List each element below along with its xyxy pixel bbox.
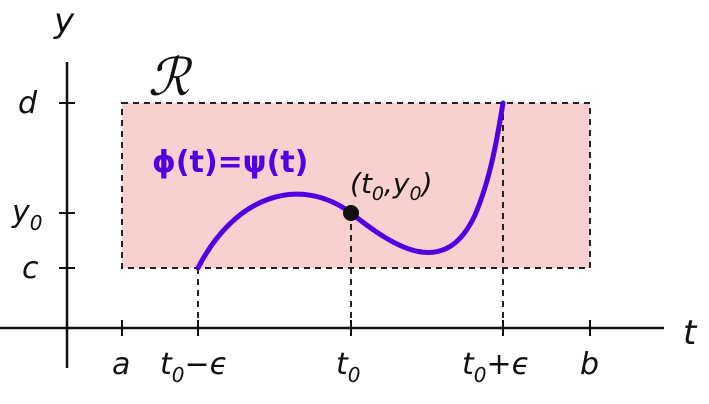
x-tick-label-a: a xyxy=(112,347,130,382)
point-label: (t0,y0) xyxy=(350,167,433,205)
y-tick-label-c: c xyxy=(22,251,39,286)
initial-point xyxy=(343,205,359,221)
x-tick-label-t0-minus-eps: t0−ϵ xyxy=(160,347,228,387)
y-axis-label: y xyxy=(53,1,75,41)
y-tick-label-y0: y0 xyxy=(11,195,43,235)
x-axis-label: t xyxy=(683,313,698,353)
x-tick-label-t0-plus-eps: t0+ϵ xyxy=(462,347,530,387)
region-rectangle xyxy=(121,102,591,269)
solution-curve xyxy=(195,100,506,271)
function-label: ϕ(t)=ψ(t) xyxy=(152,145,308,180)
x-tick-label-b: b xyxy=(580,347,599,382)
x-tick-label-t0: t0 xyxy=(336,347,361,387)
region-label: ℛ xyxy=(148,48,193,108)
y-tick-label-d: d xyxy=(18,86,38,121)
